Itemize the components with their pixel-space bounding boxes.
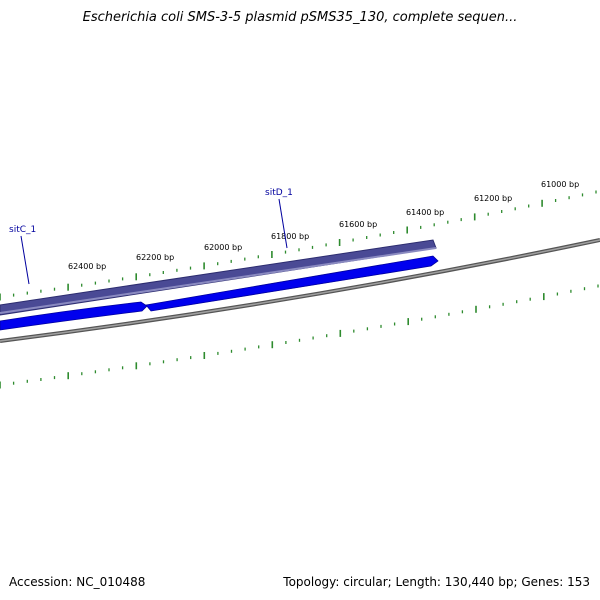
ruler-label: 62200 bp [136, 253, 174, 262]
cds-arrow-sitD[interactable] [145, 255, 439, 312]
ruler-label: 61000 bp [541, 180, 579, 189]
gene-pointer-sitD [278, 198, 288, 249]
ruler-label: 61400 bp [406, 208, 444, 217]
ruler-label: 61800 bp [271, 232, 309, 241]
inner-ruler [0, 284, 599, 389]
ruler-label: 62400 bp [68, 262, 106, 271]
ruler-label: 61600 bp [339, 220, 377, 229]
plasmid-backbone [0, 238, 600, 343]
ruler-label: 62000 bp [204, 243, 242, 252]
gene-pointer-sitC [20, 235, 30, 285]
sequence-summary: Topology: circular; Length: 130,440 bp; … [283, 575, 590, 589]
outer-ruler [0, 190, 597, 301]
plasmid-backbone-highlight [0, 239, 600, 342]
accession-label: Accession: NC_010488 [9, 575, 146, 589]
ruler-label: 61200 bp [474, 194, 512, 203]
gene-label-sitC[interactable]: sitC_1 [9, 225, 36, 235]
gene-label-sitD[interactable]: sitD_1 [265, 188, 293, 198]
cds-arrow-sitC[interactable] [0, 301, 148, 331]
gene-feature-highlight [0, 247, 437, 314]
map-title: Escherichia coli SMS-3-5 plasmid pSMS35_… [82, 10, 518, 25]
